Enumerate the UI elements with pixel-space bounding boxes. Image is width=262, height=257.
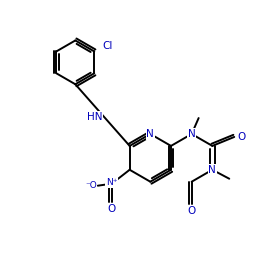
Text: O: O [188, 206, 196, 216]
Text: O: O [108, 204, 116, 214]
Text: O: O [237, 132, 245, 142]
Text: ⁻O: ⁻O [85, 181, 97, 190]
Text: N: N [146, 129, 154, 139]
Text: Cl: Cl [102, 41, 113, 51]
Text: N: N [209, 165, 216, 175]
Text: HN: HN [87, 112, 102, 122]
Text: N: N [188, 129, 195, 139]
Text: N⁺: N⁺ [106, 178, 117, 187]
